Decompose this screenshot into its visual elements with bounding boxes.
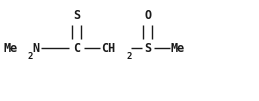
Text: O: O (144, 9, 151, 22)
Text: 2: 2 (28, 52, 33, 61)
Text: N: N (32, 42, 40, 55)
Text: CH: CH (101, 42, 115, 55)
Text: S: S (144, 42, 151, 55)
Text: Me: Me (3, 42, 17, 55)
Text: C: C (73, 42, 80, 55)
Text: 2: 2 (127, 52, 132, 61)
Text: Me: Me (171, 42, 185, 55)
Text: S: S (73, 9, 80, 22)
